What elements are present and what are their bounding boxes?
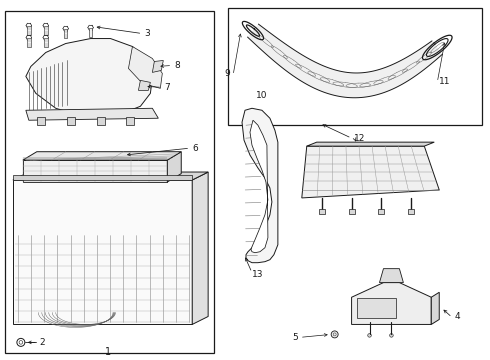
Polygon shape <box>250 120 268 253</box>
Bar <box>64 28 68 37</box>
Polygon shape <box>379 269 403 283</box>
Circle shape <box>390 334 393 337</box>
Text: 3: 3 <box>145 29 150 38</box>
Polygon shape <box>13 172 208 180</box>
Bar <box>357 298 396 319</box>
Bar <box>228 8 482 125</box>
Text: 5: 5 <box>292 333 298 342</box>
Bar <box>408 209 415 214</box>
Polygon shape <box>152 60 163 72</box>
Polygon shape <box>242 108 278 263</box>
Polygon shape <box>352 283 431 324</box>
Bar <box>37 117 45 125</box>
Bar <box>97 117 104 125</box>
Polygon shape <box>26 39 152 116</box>
Text: 8: 8 <box>174 61 180 70</box>
Text: 2: 2 <box>40 338 46 347</box>
Text: 7: 7 <box>164 83 170 92</box>
Bar <box>27 37 31 46</box>
Circle shape <box>368 334 371 337</box>
Circle shape <box>331 331 338 338</box>
Polygon shape <box>26 108 158 120</box>
Text: 6: 6 <box>192 144 198 153</box>
Polygon shape <box>138 80 150 90</box>
Polygon shape <box>302 146 439 198</box>
Polygon shape <box>167 152 181 182</box>
Bar <box>44 37 48 46</box>
Bar <box>348 209 355 214</box>
Bar <box>44 26 48 35</box>
Polygon shape <box>23 160 167 182</box>
Text: 10: 10 <box>256 91 268 100</box>
Text: 9: 9 <box>224 69 230 78</box>
Polygon shape <box>13 180 192 324</box>
Text: 4: 4 <box>454 312 460 321</box>
Bar <box>13 175 192 180</box>
Bar <box>27 26 31 35</box>
Text: 1: 1 <box>104 347 111 357</box>
Polygon shape <box>431 292 439 324</box>
Bar <box>378 209 385 214</box>
Bar <box>5 11 214 353</box>
Text: 12: 12 <box>354 134 365 143</box>
Polygon shape <box>192 172 208 324</box>
Text: 11: 11 <box>439 77 451 86</box>
Polygon shape <box>128 46 162 88</box>
Bar <box>67 117 74 125</box>
Text: 13: 13 <box>252 270 264 279</box>
Polygon shape <box>307 142 434 146</box>
Polygon shape <box>23 152 181 160</box>
Bar <box>126 117 134 125</box>
Bar <box>318 209 325 214</box>
Bar <box>89 28 93 37</box>
Polygon shape <box>247 24 442 98</box>
